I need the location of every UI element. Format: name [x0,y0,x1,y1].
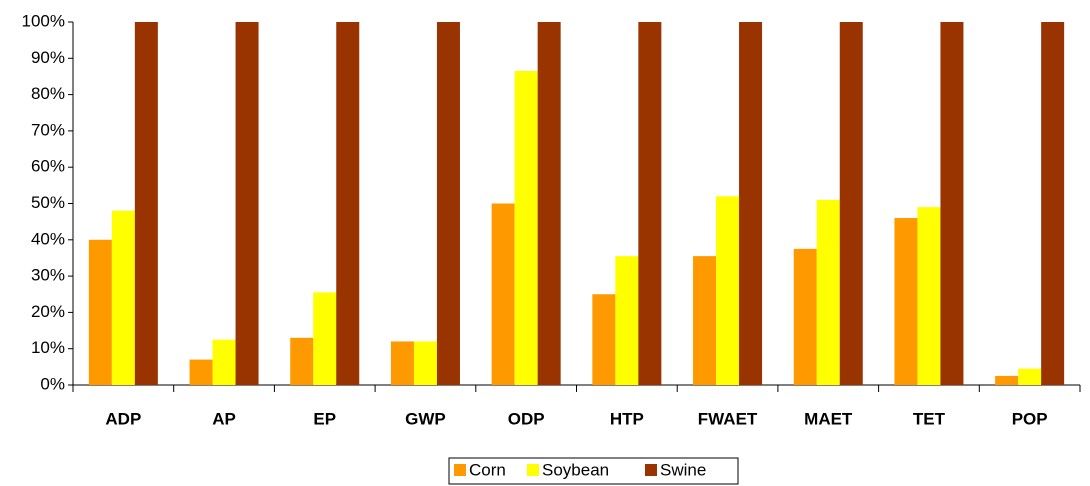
bar [313,292,337,385]
y-tick-label: 50% [31,193,65,212]
y-tick-label: 20% [31,302,65,321]
bar [491,203,515,385]
y-tick-label: 100% [22,11,65,30]
bar [336,22,360,385]
x-tick-label: POP [1012,409,1048,428]
legend-label: Corn [469,460,506,479]
bar [638,22,662,385]
y-tick-label: 80% [31,84,65,103]
bar [816,199,840,385]
bar [413,341,437,385]
bar [88,239,112,385]
legend-swatch [645,464,657,476]
x-tick-label: HTP [610,409,644,428]
bar [1018,368,1042,385]
x-tick-label: MAET [804,409,853,428]
bar [917,207,941,385]
y-tick-label: 90% [31,48,65,67]
bar [739,22,763,385]
x-tick-label: ODP [508,409,545,428]
bar [235,22,259,385]
bar [436,22,460,385]
x-tick-label: GWP [405,409,446,428]
bar [390,341,414,385]
x-tick-label: EP [313,409,336,428]
x-tick-label: TET [913,409,946,428]
y-tick-label: 30% [31,266,65,285]
legend-label: Swine [660,460,706,479]
y-tick-label: 60% [31,157,65,176]
bar [894,218,918,385]
bar [290,337,314,385]
x-tick-label: AP [212,409,236,428]
bar [995,375,1019,385]
bar [1041,22,1065,385]
legend-box [448,457,739,485]
bar [514,71,538,385]
bar [940,22,964,385]
bar [693,256,717,385]
y-tick-label: 0% [40,374,65,393]
y-tick-label: 10% [31,338,65,357]
bar [592,294,616,385]
bar [537,22,561,385]
bar [793,248,817,385]
bar [839,22,863,385]
bar [189,359,213,385]
bar [716,196,740,385]
bar [134,22,158,385]
bar [615,256,639,385]
legend-label: Soybean [542,460,609,479]
bar [212,339,236,385]
legend-swatch [454,464,466,476]
y-tick-label: 70% [31,120,65,139]
x-tick-label: FWAET [698,409,758,428]
bar [111,210,135,385]
legend-swatch [527,464,539,476]
y-tick-label: 40% [31,229,65,248]
x-tick-label: ADP [105,409,141,428]
